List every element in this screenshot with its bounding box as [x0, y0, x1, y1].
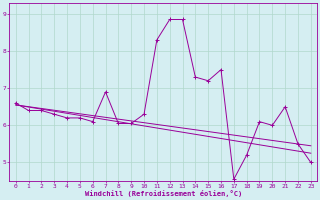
X-axis label: Windchill (Refroidissement éolien,°C): Windchill (Refroidissement éolien,°C)	[84, 190, 242, 197]
